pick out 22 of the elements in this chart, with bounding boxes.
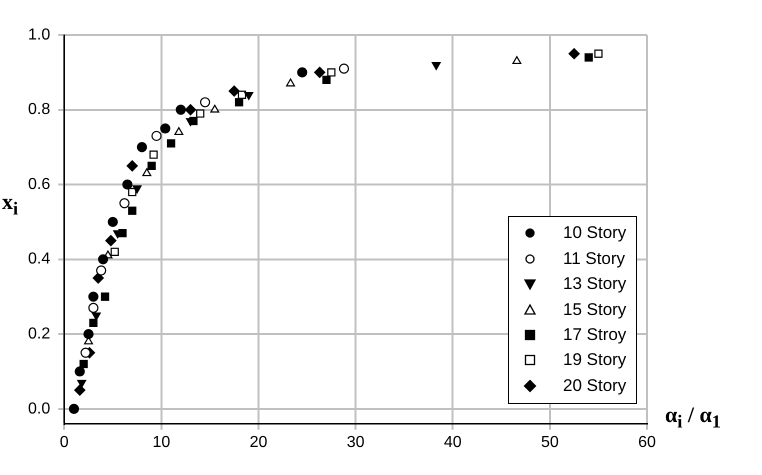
x-tick-label: 60 <box>638 434 656 451</box>
legend-label: 19 Story <box>563 350 626 370</box>
y-tick-label: 1.0 <box>28 26 50 44</box>
x-tick-label: 10 <box>152 434 170 451</box>
y-tick-label: 0.8 <box>28 101 50 118</box>
y-axis-title: x$_{i}$ <box>2 189 18 220</box>
y-tick-label: 0.0 <box>28 400 50 418</box>
x-tick-label: 30 <box>346 434 365 451</box>
y-tick-label: 0.4 <box>28 250 50 268</box>
legend-label: 20 Story <box>563 376 626 396</box>
x-tick-label: 40 <box>444 434 462 451</box>
legend-label: 10 Story <box>563 223 626 244</box>
x-tick-label: 0 <box>60 434 69 451</box>
x-axis-title: α$_{i}$ / α$_{1}$ <box>665 402 721 432</box>
legend-label: 15 Story <box>563 300 626 320</box>
x-tick-label: 20 <box>250 434 268 451</box>
y-tick-label: 0.6 <box>28 176 50 193</box>
legend-label: 17 Stroy <box>563 325 626 346</box>
x-tick-label: 50 <box>540 434 559 451</box>
legend-label: 11 Story <box>563 248 626 269</box>
legend-label: 13 Story <box>563 274 626 294</box>
y-tick-label: 0.2 <box>28 325 50 342</box>
